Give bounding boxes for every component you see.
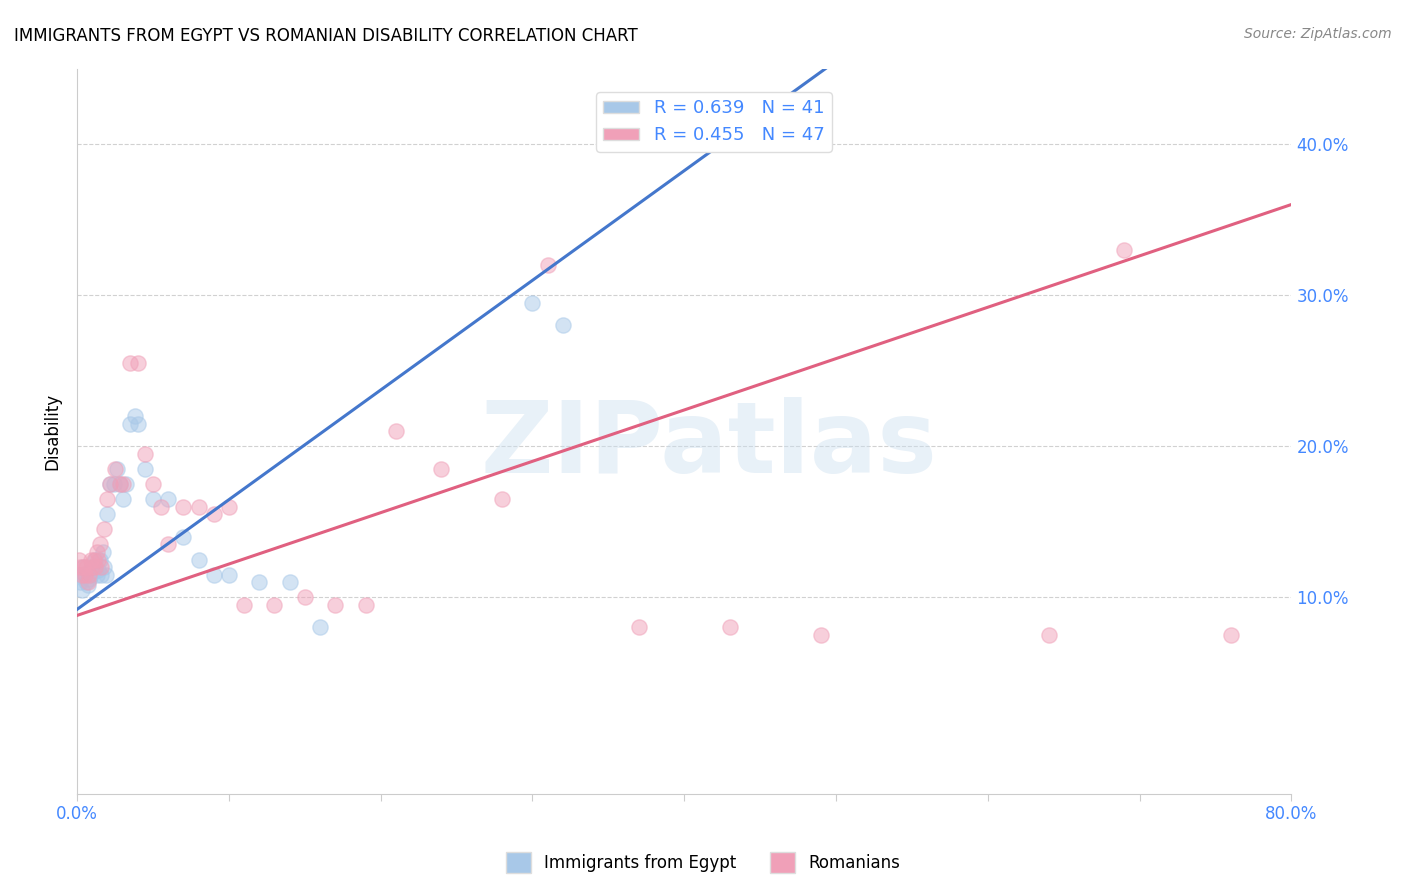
Text: ZIPatlas: ZIPatlas: [479, 397, 936, 494]
Text: Source: ZipAtlas.com: Source: ZipAtlas.com: [1244, 27, 1392, 41]
Legend: Immigrants from Egypt, Romanians: Immigrants from Egypt, Romanians: [499, 846, 907, 880]
Text: IMMIGRANTS FROM EGYPT VS ROMANIAN DISABILITY CORRELATION CHART: IMMIGRANTS FROM EGYPT VS ROMANIAN DISABI…: [14, 27, 638, 45]
Legend: R = 0.639   N = 41, R = 0.455   N = 47: R = 0.639 N = 41, R = 0.455 N = 47: [596, 92, 832, 152]
Y-axis label: Disability: Disability: [44, 392, 60, 470]
